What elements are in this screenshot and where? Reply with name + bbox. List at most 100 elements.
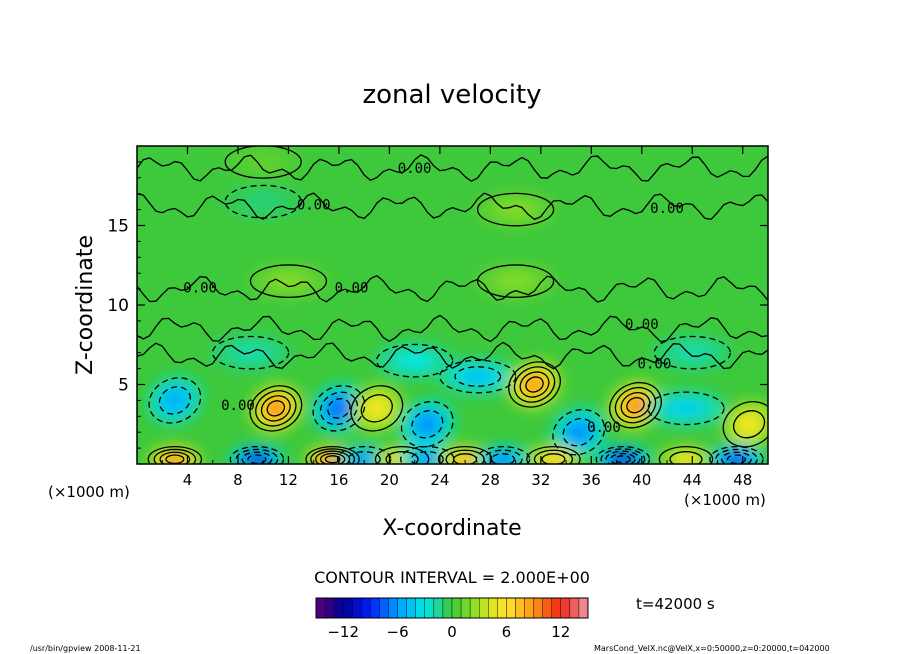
contour-line [249,385,303,432]
contour-line [669,451,703,464]
velocity-feature [721,399,768,450]
contour-line [541,453,566,464]
contour-line [732,410,766,439]
contour-line [327,398,351,419]
contour-line [147,445,203,464]
contour-line [305,445,360,464]
contour-line [454,366,502,387]
colorbar-cell [479,597,489,619]
velocity-feature [475,263,556,300]
contour-line [224,184,302,219]
colorbar-cell [497,597,507,619]
contour-line [148,377,202,424]
colorbar-ticks: −12 −6 0 6 12 [327,623,570,641]
contour-interval-label: CONTOUR INTERVAL = 2.000E+00 [314,568,590,587]
contour-line [483,449,523,464]
contour-line [211,335,290,370]
x-tick-label: 40 [632,471,651,489]
contour-label: 0.00 [335,280,369,296]
colorbar-cell [433,597,444,619]
velocity-feature [507,359,562,410]
velocity-feature [645,390,726,427]
x-tick-label: 48 [733,471,752,489]
contour-label-group: 0.00 0.00 0.00 0.00 0.00 0.00 0.00 0.00 0.00 [183,161,684,436]
footer-left: /usr/bin/gpview 2008-11-21 [30,644,141,653]
contour-line [476,192,555,227]
colorbar-cell [379,597,389,619]
contour-line [490,453,516,464]
x-tick-label: 28 [481,471,500,489]
contour-line [519,371,550,398]
contour-line [310,448,356,464]
contour-line [255,390,297,427]
x-axis-label: X-coordinate [382,516,521,541]
colorbar-cells [315,597,589,619]
contour-line [647,391,725,426]
velocity-feature [657,445,714,464]
velocity-feature [652,334,733,371]
contour-line [249,264,328,298]
velocity-feature [475,191,556,228]
x-tick-label: 12 [279,471,298,489]
colorbar-cell [460,597,471,619]
contour-line [153,448,197,464]
colorbar: −12 −6 0 6 12 [315,597,589,641]
velocity-feature [147,375,203,426]
contour-line [715,448,758,464]
x-tick-label: 32 [531,471,550,489]
contour-line [241,451,273,464]
contour-line [610,452,636,464]
chart-title: zonal velocity [362,80,541,110]
contour-line [552,408,606,456]
velocity-feature [248,263,329,300]
colorbar-tick-label: 6 [502,623,512,641]
contour-line [411,410,444,439]
contour-line [562,418,595,447]
contour-line [476,264,555,298]
contour-line [158,386,191,415]
x-tick-label: 44 [683,471,702,489]
contour-line [626,396,645,414]
contour-line [614,455,631,464]
velocity-feature [551,407,607,457]
contour-line [439,359,517,394]
contour-line [400,401,454,448]
contour-line [410,451,444,464]
contour-line [605,450,641,464]
time-label: t=42000 s [636,595,715,613]
velocity-feature [594,445,651,464]
zero-contour [137,192,768,221]
x-unit-left: (×1000 m) [48,483,130,501]
contour-line [620,391,651,419]
colorbar-cell [397,597,407,619]
colorbar-cell [324,597,335,619]
contour-line [159,451,191,464]
contour-label: 0.00 [587,420,621,436]
contour-label: 0.00 [221,398,255,414]
zero-contour [137,314,768,343]
contour-line [374,445,430,464]
contour-line [347,451,381,464]
contour-line [315,450,351,464]
x-tick-label: 20 [380,471,399,489]
contour-line [722,401,768,448]
contour-label: 0.00 [625,317,659,333]
colorbar-cell [415,597,426,619]
colorbar-cell [361,597,371,619]
contour-line [526,445,581,464]
contour-line [375,343,454,378]
colorbar-cell [343,597,353,619]
y-tick-label: 10 [107,296,129,316]
x-unit-right: (×1000 m) [684,491,766,509]
contour-label: 0.00 [638,357,672,373]
zero-contour [137,341,768,370]
contour-line [385,451,419,464]
zero-contour [137,274,768,303]
colorbar-cell [442,597,453,619]
colorbar-cell [315,597,326,619]
colorbar-cell [578,597,589,619]
contour-line [721,451,752,464]
contour-line [614,386,657,424]
